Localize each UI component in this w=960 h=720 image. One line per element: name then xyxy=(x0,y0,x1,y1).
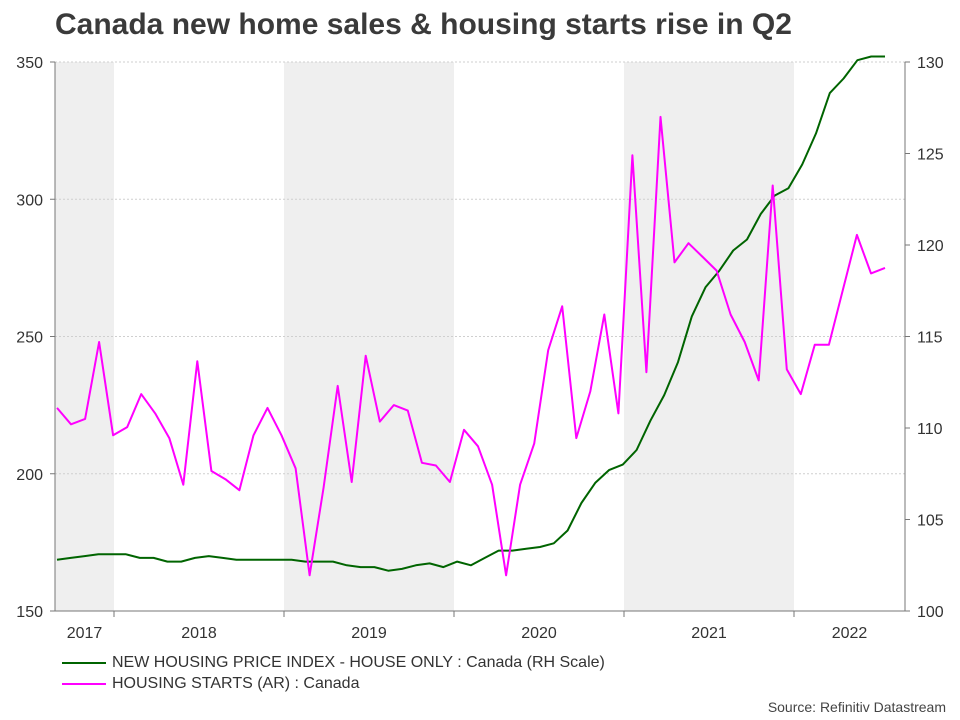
right-tick-label: 120 xyxy=(917,238,944,255)
right-tick-label: 115 xyxy=(917,330,943,347)
x-tick-label: 2022 xyxy=(832,625,868,642)
left-tick-label: 150 xyxy=(16,604,43,621)
x-tick-label: 2020 xyxy=(521,625,557,642)
x-tick-label: 2017 xyxy=(67,625,103,642)
chart-title: Canada new home sales & housing starts r… xyxy=(55,8,792,41)
left-tick-label: 200 xyxy=(16,467,43,484)
x-tick-label: 2021 xyxy=(691,625,727,642)
legend-item-price-index: NEW HOUSING PRICE INDEX - HOUSE ONLY : C… xyxy=(62,652,605,673)
right-tick-label: 125 xyxy=(917,147,944,164)
legend-label-price-index: NEW HOUSING PRICE INDEX - HOUSE ONLY : C… xyxy=(112,653,605,671)
legend-swatch-housing-starts xyxy=(62,682,106,685)
legend-label-housing-starts: HOUSING STARTS (AR) : Canada xyxy=(112,674,360,692)
left-tick-label: 300 xyxy=(16,192,43,209)
x-tick-label: 2018 xyxy=(181,625,217,642)
series-line-price-index xyxy=(56,55,885,572)
series-line-housing-starts xyxy=(56,115,886,577)
left-tick-label: 350 xyxy=(16,55,43,72)
x-tick-label: 2019 xyxy=(351,625,387,642)
left-tick-label: 250 xyxy=(16,330,43,347)
right-tick-label: 130 xyxy=(917,55,944,72)
source-note: Source: Refinitiv Datastream xyxy=(767,699,946,715)
right-tick-label: 110 xyxy=(917,421,943,438)
legend: NEW HOUSING PRICE INDEX - HOUSE ONLY : C… xyxy=(62,652,605,694)
right-tick-label: 100 xyxy=(917,604,944,621)
legend-swatch-price-index xyxy=(62,661,106,664)
legend-item-housing-starts: HOUSING STARTS (AR) : Canada xyxy=(62,673,605,694)
right-tick-label: 105 xyxy=(917,513,944,530)
